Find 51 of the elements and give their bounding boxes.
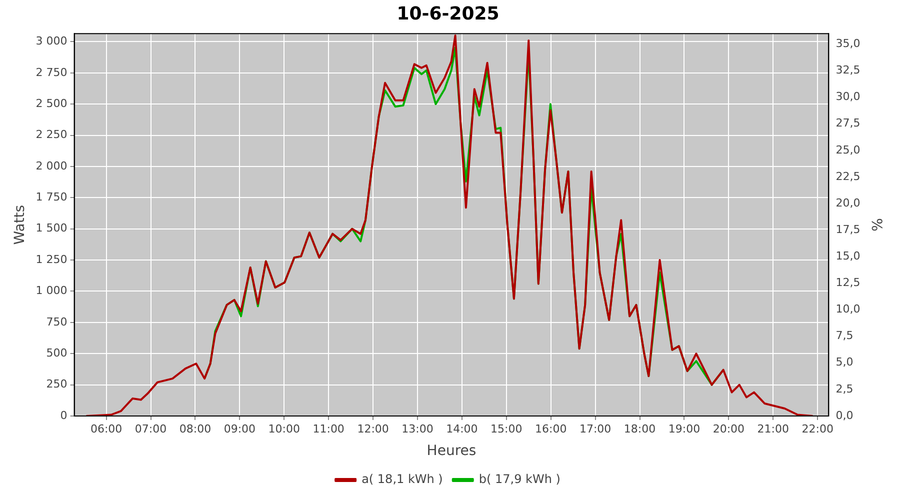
y-tick-label: 500 (46, 346, 68, 360)
y-tick-label: 3 000 (36, 34, 68, 48)
y-tick-label: 1 500 (36, 222, 68, 235)
x-tick-label: 21:00 (757, 422, 789, 436)
x-tick-label: 17:00 (579, 422, 612, 436)
x-tick-label: 10:00 (268, 422, 300, 436)
x-tick-label: 20:00 (712, 422, 745, 436)
y-tick-label: 1 000 (36, 284, 68, 298)
x-tick-label: 19:00 (668, 422, 700, 436)
y2-tick-label: 32,5 (836, 64, 860, 77)
x-tick-label: 06:00 (90, 422, 122, 436)
y2-tick-label: 30,0 (836, 90, 860, 104)
y-tick-label: 0 (60, 408, 68, 422)
y-tick-label: 2 250 (36, 128, 68, 142)
x-tick-label: 13:00 (402, 422, 434, 436)
y-tick-label: 2 000 (36, 159, 68, 172)
y2-tick-label: 25,0 (836, 143, 860, 156)
y2-tick-label: 20,0 (836, 196, 860, 210)
y-tick-label: 2 750 (36, 66, 68, 79)
x-tick-label: 12:00 (357, 422, 389, 436)
y2-tick-label: 17,5 (836, 222, 860, 236)
x-tick-label: 07:00 (134, 422, 167, 436)
x-tick-label: 08:00 (179, 422, 212, 436)
chart-title: 10-6-2025 (396, 3, 500, 24)
legend-label: a( 18,1 kWh ) (362, 472, 443, 486)
x-tick-label: 18:00 (624, 422, 656, 436)
y2-tick-label: 35,0 (836, 37, 860, 50)
y-tick-label: 1 750 (36, 190, 68, 204)
y-tick-label: 1 250 (36, 252, 68, 266)
y2-tick-label: 0,0 (836, 408, 854, 422)
x-tick-label: 22:00 (802, 422, 834, 436)
y-axis-title: Watts (12, 204, 28, 245)
x-tick-label: 11:00 (312, 422, 344, 436)
y-tick-label: 250 (46, 378, 68, 391)
y-tick-label: 750 (46, 315, 68, 328)
x-tick-label: 15:00 (490, 422, 522, 436)
y2-tick-label: 10,0 (836, 302, 860, 316)
x-tick-label: 16:00 (535, 422, 567, 436)
y2-tick-label: 5,0 (836, 356, 854, 369)
y-tick-label: 2 500 (36, 96, 68, 110)
y2-axis-title: % (868, 218, 884, 232)
y2-tick-label: 15,0 (836, 250, 860, 263)
legend-label: b( 17,9 kWh ) (478, 472, 560, 486)
x-tick-label: 14:00 (446, 422, 478, 436)
x-axis-title: Heures (426, 443, 476, 460)
y2-tick-label: 2,5 (836, 382, 854, 396)
y2-tick-label: 22,5 (836, 170, 860, 183)
y2-tick-label: 7,5 (836, 329, 854, 342)
y2-tick-label: 12,5 (836, 276, 860, 290)
x-tick-label: 09:00 (224, 422, 256, 436)
y2-tick-label: 27,5 (836, 116, 860, 130)
